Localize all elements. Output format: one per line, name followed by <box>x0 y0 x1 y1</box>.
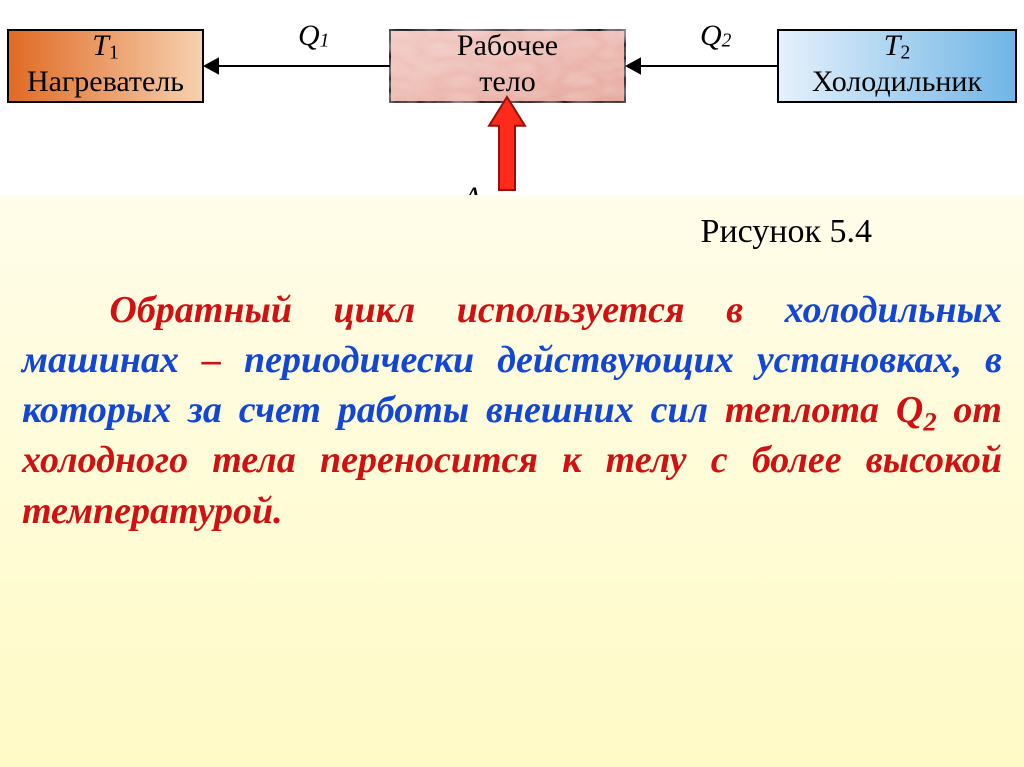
slide: T1НагревательРабочеетелоT2ХолодильникQ1Q… <box>0 0 1024 767</box>
figure-label: Рисунок 5.4 <box>22 213 1002 251</box>
refrigeration-cycle-diagram: T1НагревательРабочеетелоT2ХолодильникQ1Q… <box>0 0 1024 220</box>
svg-text:тело: тело <box>479 65 535 98</box>
caption-block: Рисунок 5.4 Обратный цикл используется в… <box>0 195 1024 767</box>
svg-text:Холодильник: Холодильник <box>812 65 983 98</box>
description-paragraph: Обратный цикл используется в холодильных… <box>22 285 1002 536</box>
svg-text:Нагреватель: Нагреватель <box>27 65 184 98</box>
svg-text:Рабочее: Рабочее <box>457 29 558 62</box>
